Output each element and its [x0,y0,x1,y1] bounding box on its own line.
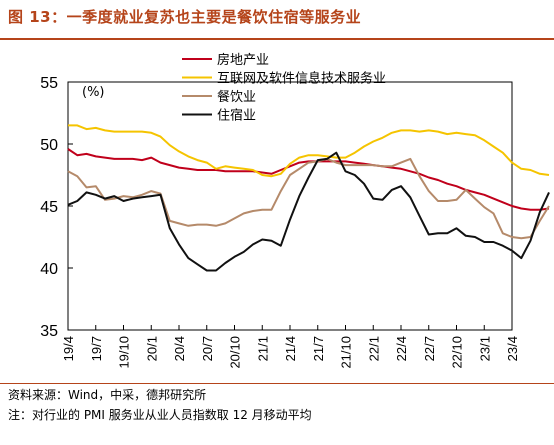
x-tick-label: 23/1 [477,336,492,361]
series-line-0 [67,148,550,211]
x-tick-label: 22/10 [450,336,465,369]
series-line-1 [68,124,550,178]
x-tick-label: 20/1 [144,336,159,361]
x-tick-label: 21/1 [255,336,270,361]
figure-title: 图 13：一季度就业复苏也主要是餐饮住宿等服务业 [8,8,362,26]
y-axis-ticks: 35 40 45 50 55 [40,75,73,340]
x-tick-label: 23/4 [505,336,520,361]
y-tick-label: 50 [40,137,58,154]
y-tick-label: 35 [40,323,58,340]
y-tick-label: 55 [40,75,58,92]
x-tick-label: 22/7 [422,336,437,361]
x-tick-label: 19/10 [117,336,132,369]
x-tick-label: 20/4 [172,336,187,361]
footer-rule [0,383,554,384]
note-text: 注：对行业的 PMI 服务业从业人员指数取 12 月移动平均 [8,408,312,422]
x-tick-label: 22/4 [394,336,409,361]
x-tick-label: 21/10 [339,336,354,369]
series-lines [67,124,550,272]
x-tick-label: 19/4 [61,336,76,361]
series-line-3 [67,151,550,272]
x-tick-label: 22/1 [366,336,381,361]
y-tick-label: 40 [40,261,58,278]
y-unit-label: (%) [82,85,105,100]
source-text: 资料来源：Wind，中采，德邦研究所 [8,388,207,402]
x-tick-label: 20/7 [200,336,215,361]
legend-label: 餐饮业 [217,89,256,105]
line-chart: 35 40 45 50 55 19/4 19/7 19/10 20/1 20/4 20/7 20/1… [40,52,550,369]
x-tick-label: 21/7 [311,336,326,361]
title-rule [0,38,554,40]
legend-label: 房地产业 [217,52,269,68]
x-tick-label: 21/4 [283,336,298,361]
series-line-2 [67,157,550,240]
y-tick-label: 45 [40,199,58,216]
legend-label: 住宿业 [217,108,256,124]
x-axis-ticks: 19/4 19/7 19/10 20/1 20/4 20/7 20/10 21/1 21/4 21… [61,325,520,369]
x-tick-label: 20/10 [228,336,243,369]
axes [67,81,513,331]
plot-frame [67,81,513,331]
x-tick-label: 19/7 [89,336,104,361]
legend-label: 互联网及软件信息技术服务业 [217,71,386,87]
